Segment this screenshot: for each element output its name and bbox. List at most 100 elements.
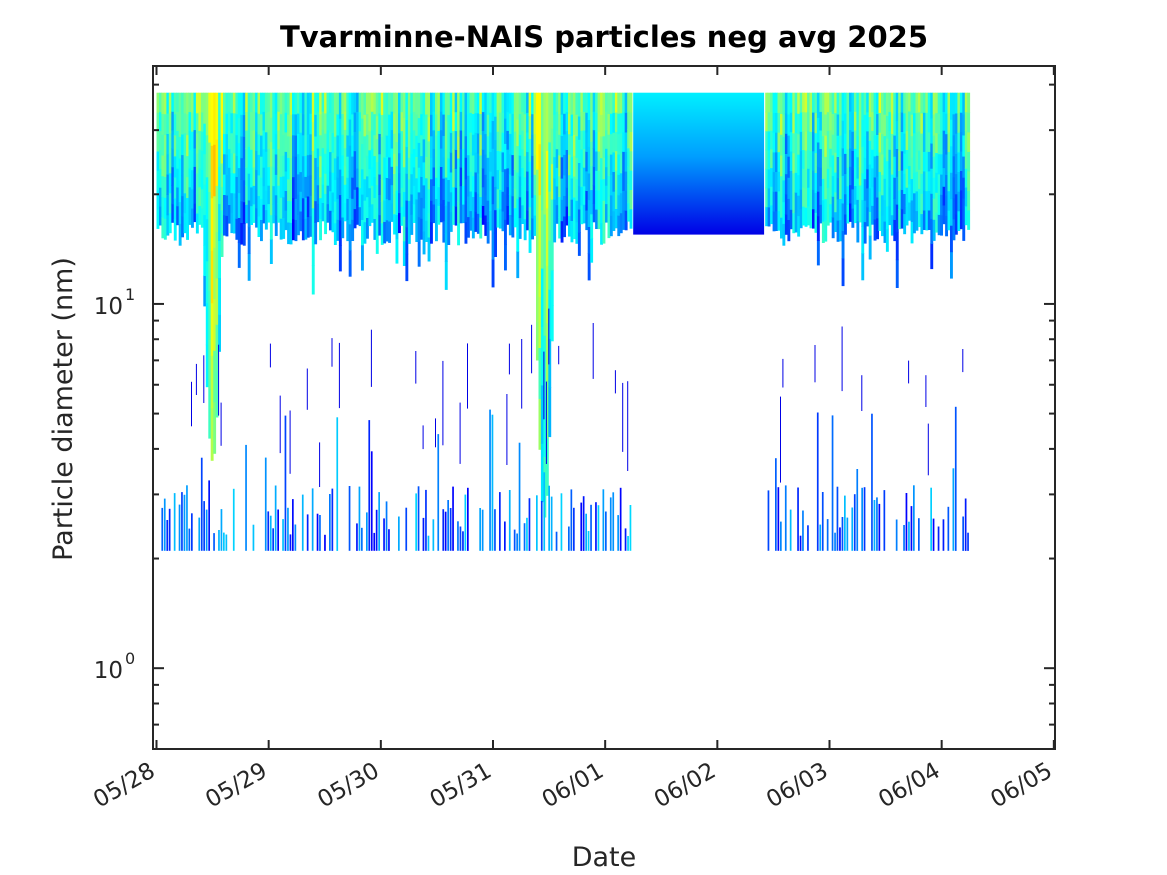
heatmap-cell — [851, 208, 855, 228]
heatmap-cell — [447, 157, 451, 180]
heatmap-cell — [802, 111, 805, 132]
heatmap-cell — [395, 141, 399, 167]
heatmap-cell — [454, 111, 458, 132]
heatmap-cell — [605, 185, 608, 205]
heatmap-cell — [834, 152, 838, 173]
heatmap-cell — [242, 136, 246, 159]
heatmap-cell — [245, 444, 247, 551]
heatmap-cell — [491, 414, 494, 551]
heatmap-cell — [210, 250, 214, 304]
heatmap-cell — [186, 197, 189, 219]
heatmap-cell — [370, 185, 374, 205]
heatmap-cell — [486, 157, 490, 180]
heatmap-cell — [341, 92, 345, 114]
heatmap-cell — [195, 112, 199, 134]
heatmap-cell — [343, 165, 347, 185]
heatmap-cell — [573, 113, 576, 135]
heatmap-cell — [250, 149, 253, 169]
heatmap-cell — [868, 211, 872, 236]
heatmap-cell — [282, 113, 286, 135]
heatmap-cell — [173, 113, 177, 136]
heatmap-cell — [792, 92, 796, 114]
heatmap-cell — [437, 149, 441, 169]
heatmap-cell — [570, 92, 574, 115]
heatmap-cell — [602, 221, 606, 244]
heatmap-cell — [824, 198, 828, 221]
heatmap-cell — [816, 191, 820, 217]
heatmap-cell — [927, 190, 931, 211]
heatmap-cell — [287, 135, 290, 158]
heatmap-cell — [612, 112, 616, 133]
heatmap-cell — [927, 92, 931, 113]
heatmap-cell — [521, 92, 525, 112]
heatmap-cell — [183, 192, 187, 214]
heatmap-cell — [215, 324, 219, 372]
heatmap-cell — [513, 169, 517, 189]
heatmap-cell — [511, 195, 515, 217]
heatmap-cell — [945, 154, 948, 175]
heatmap-cell — [908, 129, 911, 148]
heatmap-cell — [437, 205, 441, 225]
heatmap-cell — [496, 131, 500, 151]
heatmap-cell — [533, 214, 537, 236]
heatmap-cell — [577, 208, 581, 233]
heatmap-cell — [405, 146, 409, 174]
heatmap-cell — [826, 168, 830, 188]
heatmap-cell — [836, 113, 840, 136]
heatmap-cell — [782, 136, 786, 159]
heatmap-cell — [849, 184, 852, 204]
heatmap-cell — [508, 153, 512, 175]
heatmap-cell — [171, 185, 175, 205]
heatmap-cell — [316, 513, 319, 551]
heatmap-cell — [415, 114, 419, 136]
heatmap-cell — [797, 133, 801, 155]
heatmap-cell — [895, 92, 899, 122]
heatmap-cell — [775, 210, 778, 231]
heatmap-cell — [967, 151, 971, 172]
heatmap-cell — [853, 166, 857, 186]
heatmap-cell — [188, 149, 192, 169]
heatmap-cell — [619, 172, 623, 194]
heatmap-cell — [388, 220, 391, 243]
heatmap-cell — [159, 206, 162, 226]
heatmap-cell — [925, 375, 927, 407]
heatmap-cell — [476, 112, 480, 134]
heatmap-cell — [351, 177, 355, 199]
heatmap-cell — [908, 183, 911, 203]
heatmap-cell — [435, 177, 438, 199]
heatmap-cell — [597, 209, 601, 230]
heatmap-cell — [900, 131, 904, 152]
heatmap-cell — [922, 151, 926, 172]
heatmap-cell — [467, 134, 470, 156]
heatmap-cell — [301, 92, 305, 115]
heatmap-cell — [188, 186, 192, 207]
heatmap-cell — [489, 171, 493, 192]
heatmap-cell — [592, 166, 596, 186]
heatmap-cell — [590, 92, 594, 118]
heatmap-cell — [306, 216, 310, 238]
heatmap-cell — [168, 132, 172, 154]
x-tick-label: 05/29 — [201, 758, 271, 814]
heatmap-cell — [269, 239, 273, 264]
heatmap-cell — [954, 193, 958, 215]
heatmap-cell — [910, 221, 914, 244]
heatmap-cell — [841, 517, 844, 551]
heatmap-cell — [868, 164, 872, 189]
heatmap-cell — [794, 172, 798, 193]
heatmap-cell — [447, 201, 451, 224]
heatmap-cell — [205, 260, 209, 304]
heatmap-cell — [444, 261, 448, 290]
heatmap-cell — [223, 532, 225, 551]
heatmap-cell — [942, 519, 945, 551]
heatmap-cell — [471, 196, 475, 218]
heatmap-cell — [792, 112, 796, 134]
heatmap-cell — [563, 216, 566, 238]
heatmap-cell — [908, 147, 911, 167]
heatmap-cell — [452, 92, 456, 113]
heatmap-cell — [952, 113, 956, 136]
heatmap-cell — [600, 114, 603, 137]
heatmap-cell — [363, 92, 367, 115]
heatmap-cell — [834, 132, 838, 153]
heatmap-cell — [346, 198, 350, 220]
heatmap-cell — [895, 176, 899, 205]
